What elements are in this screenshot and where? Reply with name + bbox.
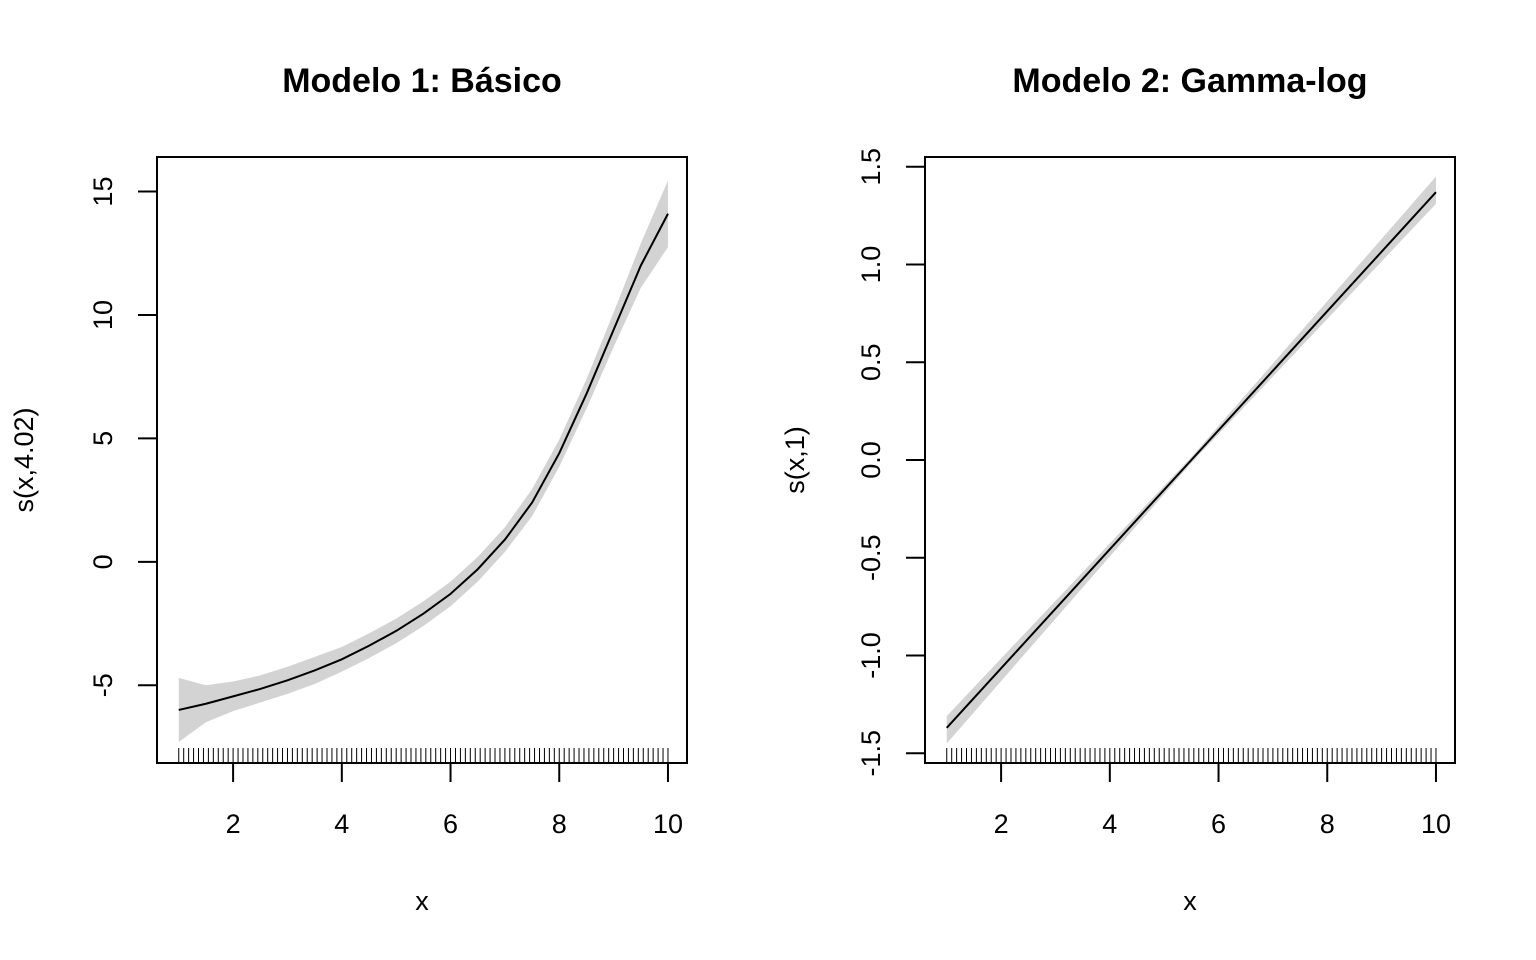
x-tick-label: 4 [334, 809, 349, 839]
x-tick-label: 6 [1211, 809, 1226, 839]
x-axis-label: x [1183, 886, 1197, 916]
x-tick-label: 2 [226, 809, 241, 839]
rug-layer [946, 748, 1437, 763]
smooth-curve-layer [946, 191, 1437, 729]
y-tick-label: -0.5 [856, 534, 886, 581]
smooth-curve [178, 213, 669, 711]
y-tick-label: -5 [88, 673, 118, 697]
plot-frame [156, 156, 688, 764]
smooth-curve [946, 191, 1437, 729]
y-tick-label: 1.5 [856, 148, 886, 186]
y-tick-label: 0 [88, 554, 118, 569]
y-axis-label: s(x,4.02) [9, 407, 39, 512]
panel-modelo-1: Modelo 1: Básico 2 4 6 8 10 -5 0 5 10 15 x s(x,4… [9, 62, 688, 916]
y-tick-label: 0.5 [856, 343, 886, 381]
y-axis: -5 0 5 10 15 [88, 177, 158, 697]
y-tick-label: 1.0 [856, 246, 886, 284]
x-tick-label: 6 [443, 809, 458, 839]
x-tick-label: 8 [552, 809, 567, 839]
chart-title: Modelo 1: Básico [282, 62, 562, 100]
rug-layer [178, 748, 669, 763]
x-axis-label: x [415, 886, 429, 916]
x-tick-label: 10 [653, 809, 683, 839]
x-tick-label: 2 [994, 809, 1009, 839]
y-tick-label: 10 [88, 300, 118, 330]
confidence-band [178, 180, 668, 743]
y-axis: -1.5 -1.0 -0.5 0.0 0.5 1.0 1.5 [856, 148, 926, 777]
x-tick-label: 10 [1421, 809, 1451, 839]
y-tick-label: 0.0 [856, 441, 886, 479]
x-tick-label: 8 [1320, 809, 1335, 839]
confidence-band-layer [178, 180, 668, 743]
y-axis-label: s(x,1) [780, 426, 810, 494]
y-tick-label: -1.5 [856, 730, 886, 777]
y-tick-label: -1.0 [856, 632, 886, 679]
panel-modelo-2: Modelo 2: Gamma-log 2 4 6 8 10 -1.5 -1.0 -0.5 0… [780, 62, 1456, 916]
x-axis: 2 4 6 8 10 [994, 762, 1451, 839]
y-tick-label: 5 [88, 431, 118, 446]
chart-title: Modelo 2: Gamma-log [1012, 62, 1367, 100]
y-tick-label: 15 [88, 177, 118, 207]
x-axis: 2 4 6 8 10 [226, 762, 683, 839]
smooth-curve-layer [178, 213, 669, 711]
x-tick-label: 4 [1102, 809, 1117, 839]
